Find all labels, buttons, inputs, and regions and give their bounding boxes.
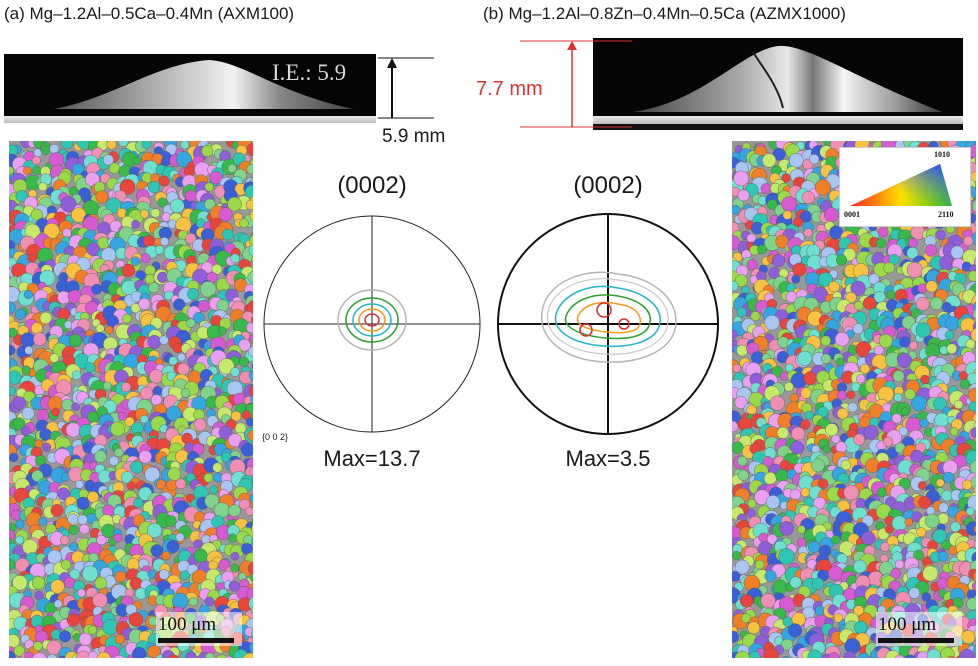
pole-figure-axis-label-a: {0 0 2}	[262, 432, 289, 442]
scale-bar-line-a	[158, 638, 234, 643]
ie-label: I.E.: 5.9	[272, 60, 347, 85]
pole-figure-b	[497, 213, 719, 435]
pole-figure-title-b: (0002)	[573, 172, 643, 199]
cup-profile-a	[54, 60, 354, 109]
ipf-label-right: 2110	[938, 210, 954, 219]
pole-figure-a	[263, 215, 481, 433]
ebsd-map-b	[732, 141, 976, 658]
scale-bar-line-b	[878, 638, 954, 643]
height-dimension-a	[378, 57, 434, 119]
ipf-legend: 1010 0001 2110	[839, 147, 971, 227]
scale-bar-label-b: 100 μm	[878, 614, 937, 635]
scale-bar-a: 100 μm	[156, 612, 242, 646]
height-label-b: 7.7 mm	[476, 78, 543, 100]
sheet-plate-a	[4, 116, 376, 123]
ebsd-map-a	[9, 141, 253, 658]
pole-figure-max-b: Max=3.5	[565, 446, 651, 471]
scale-bar-b: 100 μm	[876, 612, 962, 646]
ipf-triangle	[850, 164, 952, 206]
sheet-plate-b	[593, 116, 963, 124]
cup-specimen-a: I.E.: 5.9	[4, 54, 376, 116]
panel-a-title: (a) Mg–1.2Al–0.5Ca–0.4Mn (AXM100)	[4, 4, 295, 23]
cup-specimen-b	[593, 38, 963, 116]
panel-b-title: (b) Mg–1.2Al–0.8Zn–0.4Mn–0.5Ca (AZMX1000…	[483, 4, 846, 23]
scale-bar-label-a: 100 μm	[158, 614, 217, 635]
ipf-label-left: 0001	[844, 210, 860, 219]
pole-figure-max-a: Max=13.7	[323, 446, 421, 471]
sheet-base-b	[593, 124, 963, 130]
pole-figure-title-a: (0002)	[337, 172, 407, 199]
height-dimension-b	[520, 40, 632, 128]
cup-profile-b	[633, 45, 943, 112]
height-label-a: 5.9 mm	[382, 126, 446, 147]
ipf-label-top: 1010	[934, 150, 950, 159]
